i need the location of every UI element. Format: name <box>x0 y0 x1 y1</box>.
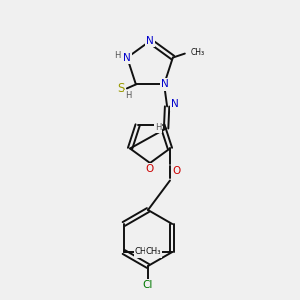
Text: N: N <box>146 36 154 46</box>
Text: S: S <box>117 82 124 95</box>
Text: N: N <box>171 99 179 110</box>
Text: H: H <box>125 91 131 100</box>
Text: CH₃: CH₃ <box>191 48 205 57</box>
Text: O: O <box>146 164 154 174</box>
Text: Cl: Cl <box>143 280 153 290</box>
Text: N: N <box>123 52 131 63</box>
Text: O: O <box>173 167 181 176</box>
Text: N: N <box>161 80 169 89</box>
Text: CH₃: CH₃ <box>146 248 161 256</box>
Text: CH₃: CH₃ <box>135 248 150 256</box>
Text: H: H <box>155 123 161 132</box>
Text: H: H <box>114 51 120 60</box>
